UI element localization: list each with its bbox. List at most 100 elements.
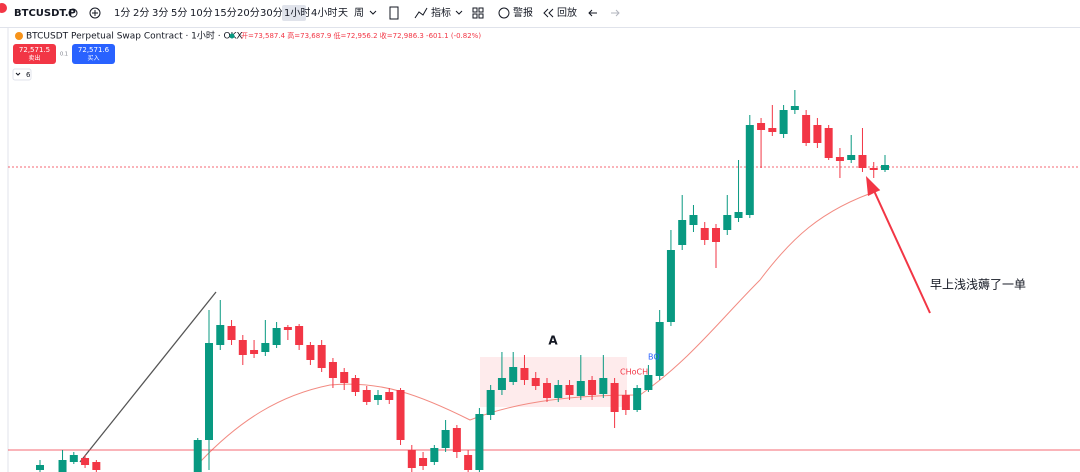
sell-button[interactable] [13, 44, 56, 64]
toolbar [0, 0, 1080, 27]
interval[interactable]: 2分 [133, 7, 149, 19]
interval[interactable]: 周 [354, 7, 364, 19]
interval[interactable]: 15分 [214, 7, 237, 19]
interval[interactable]: 20分 [237, 7, 260, 19]
interval[interactable]: 1分 [114, 7, 130, 19]
zone-label: A [548, 334, 558, 348]
candle-body [790, 106, 799, 110]
candle-body [633, 388, 642, 410]
bos-label: BO [648, 353, 660, 362]
legend-title: BTCUSDT Perpetual Swap Contract · 1小时 · … [26, 30, 243, 42]
candle-body [362, 390, 371, 402]
candle-body [81, 458, 90, 465]
layout-icon [478, 13, 484, 19]
bar-style-icon[interactable] [389, 6, 399, 20]
candle-body [757, 123, 766, 130]
candle-body [835, 157, 844, 161]
candle-body [36, 465, 44, 470]
candle-body [340, 372, 349, 383]
layout-icon [478, 7, 484, 13]
candle-body [644, 375, 653, 390]
candle-body [441, 430, 450, 448]
candle-body [58, 460, 67, 472]
candle-body [227, 326, 236, 340]
sell-label: 卖出 [28, 54, 40, 62]
arrow-head [866, 176, 880, 196]
candle-body [858, 155, 867, 168]
candle-body [69, 455, 78, 462]
candle-body [869, 168, 878, 170]
undo[interactable] [588, 9, 597, 17]
candle-body [723, 215, 732, 230]
interval[interactable]: 1小时 [284, 7, 310, 19]
candle-body [486, 390, 495, 415]
trend-line [79, 291, 217, 463]
candle-body [881, 165, 889, 170]
eye-icon[interactable] [68, 8, 78, 18]
candle-body [520, 368, 529, 380]
candle-body [712, 228, 720, 242]
indicator-chevron [455, 10, 463, 15]
candle-body [678, 220, 687, 245]
candle-body [216, 325, 225, 345]
candle-body [205, 343, 213, 440]
interval[interactable]: 天 [338, 8, 348, 19]
indicator-count: 6 [26, 71, 31, 79]
interval[interactable]: 30分 [260, 7, 283, 19]
candle-body [272, 328, 281, 345]
interval[interactable]: 3分 [152, 7, 168, 19]
add-icon[interactable] [89, 7, 101, 19]
interval-chevron [369, 10, 377, 15]
alert-icon[interactable] [498, 7, 510, 19]
candle-body [655, 322, 664, 376]
arrow [869, 181, 931, 314]
candle-body [824, 128, 833, 158]
indicators[interactable]: 指标 [431, 6, 451, 19]
candle-body [745, 125, 754, 215]
candle-body [430, 448, 439, 462]
candle-body [306, 345, 315, 360]
replay-icon[interactable] [543, 8, 554, 18]
candle-body [700, 228, 709, 240]
interval[interactable]: 10分 [190, 7, 213, 19]
buy-button[interactable] [72, 44, 115, 64]
buy-price: 72,571.6 [78, 46, 110, 54]
candle-body [576, 381, 585, 396]
interval[interactable]: 5分 [171, 7, 187, 19]
candle-body [543, 383, 551, 398]
add-icon-plus [92, 10, 98, 16]
alert-dot [0, 3, 7, 13]
candle-body [666, 250, 675, 322]
candle-body [261, 343, 270, 352]
moving-average [199, 189, 881, 463]
candle-body [509, 367, 518, 382]
redo[interactable] [611, 9, 620, 17]
interval[interactable]: 4小时 [311, 7, 337, 19]
note: 早上浅浅薅了一单 [930, 278, 1026, 292]
candle-body [317, 345, 326, 368]
indicator-icon[interactable] [414, 7, 428, 19]
choch-label: CHoCH [620, 368, 648, 377]
ohlc: 开=73,587.4 高=73,687.9 低=72,956.2 收=72,98… [241, 31, 481, 40]
interval-active [282, 5, 306, 21]
sell-price: 72,571.5 [19, 46, 50, 54]
candle-body [374, 395, 382, 400]
symbol[interactable]: BTCUSDT.P [14, 8, 76, 19]
candle-body [734, 212, 743, 218]
alert[interactable]: 警报 [513, 6, 533, 19]
candle-body [419, 458, 428, 466]
candle-body [610, 383, 619, 412]
candle-body [847, 155, 856, 160]
candle-body [328, 362, 337, 378]
collapse-button[interactable] [12, 68, 32, 81]
candle-body [554, 385, 563, 398]
layout-icon[interactable] [472, 7, 478, 13]
candle-body [385, 392, 394, 400]
replay[interactable]: 回放 [557, 6, 577, 19]
candle-body [250, 350, 259, 354]
candle-body [452, 428, 461, 452]
candle-body [565, 385, 574, 395]
candle-body [599, 378, 608, 394]
candle-body [802, 115, 811, 143]
